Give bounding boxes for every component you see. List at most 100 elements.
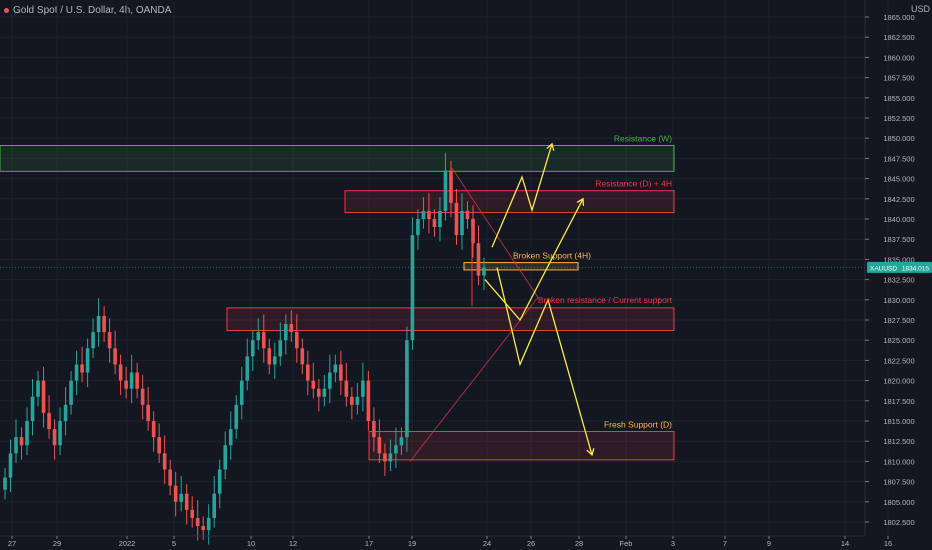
zone-3[interactable] xyxy=(226,307,675,332)
candle-body xyxy=(278,340,283,357)
candle-body xyxy=(377,437,382,454)
candle-body xyxy=(399,437,404,446)
candle-body xyxy=(41,380,46,413)
x-tick-label: 28 xyxy=(575,539,583,548)
candle-body xyxy=(482,267,486,276)
candle-body xyxy=(234,404,239,430)
candle-body xyxy=(36,380,40,397)
candle-body xyxy=(217,469,222,494)
candle-body xyxy=(272,356,277,365)
candle-body xyxy=(151,421,156,438)
candle-body xyxy=(162,453,167,470)
arrow-head-icon xyxy=(586,448,595,457)
candle-body xyxy=(311,380,316,389)
candle-body xyxy=(449,170,453,203)
candle-body xyxy=(118,364,123,381)
zone-label-3: Broken resistance / Current support xyxy=(538,295,673,305)
candle-body xyxy=(322,388,327,397)
x-tick-label: 9 xyxy=(767,539,771,548)
candle-body xyxy=(91,332,95,349)
candle-body xyxy=(113,348,117,365)
candle-body xyxy=(250,340,255,357)
candle-body xyxy=(135,372,139,389)
y-tick-label: 1847.500 xyxy=(883,154,914,163)
candle-body xyxy=(283,324,288,341)
candle-body xyxy=(146,404,150,421)
x-tick-label: 26 xyxy=(527,539,535,548)
candle-body xyxy=(372,421,376,438)
y-tick-label: 1825.000 xyxy=(883,336,914,345)
y-tick-label: 1852.500 xyxy=(883,114,914,123)
x-tick-label: 2022 xyxy=(119,539,136,548)
candle-body xyxy=(245,356,250,381)
candle-body xyxy=(96,315,101,333)
candle-body xyxy=(476,243,481,276)
candle-body xyxy=(140,388,145,405)
zone-1[interactable] xyxy=(344,190,675,214)
candle-body xyxy=(328,372,332,389)
candle-body xyxy=(267,348,272,365)
projection-path-2 xyxy=(484,198,584,322)
zone-2[interactable] xyxy=(463,262,579,271)
zone-4[interactable] xyxy=(368,431,675,461)
x-tick-label: 17 xyxy=(365,539,373,548)
x-tick-label: Feb xyxy=(620,539,633,548)
candle-body xyxy=(47,412,51,430)
trend-line-down xyxy=(451,167,539,298)
candle-body xyxy=(107,332,112,349)
candle-body xyxy=(239,380,244,405)
currency-label: USD xyxy=(910,4,930,14)
candle-body xyxy=(129,372,134,389)
zone-label-0: Resistance (W) xyxy=(614,133,672,143)
candle-body xyxy=(190,509,194,518)
candle-body xyxy=(261,332,266,349)
y-tick-label: 1862.500 xyxy=(883,33,914,42)
candle-body xyxy=(438,210,442,228)
candle-body xyxy=(80,364,84,373)
y-tick-label: 1855.000 xyxy=(883,94,914,103)
x-tick-label: 5 xyxy=(172,539,176,548)
trend-line-up xyxy=(409,297,539,462)
x-tick-label: 12 xyxy=(289,539,297,548)
candle-body xyxy=(295,332,299,349)
candle-body xyxy=(102,315,106,333)
candle-body xyxy=(201,526,206,531)
candle-body xyxy=(168,469,172,486)
price-badge xyxy=(867,261,932,273)
candle-body xyxy=(85,348,90,373)
y-tick-label: 1842.500 xyxy=(883,195,914,204)
candle-body xyxy=(366,380,371,421)
candle-body xyxy=(443,170,448,211)
x-tick-label: 29 xyxy=(53,539,61,548)
y-tick-label: 1810.000 xyxy=(883,457,914,466)
zone-label-2: Broken Support (4H) xyxy=(513,251,591,261)
x-tick-label: 3 xyxy=(671,539,675,548)
candle-body xyxy=(465,210,470,219)
candle-body xyxy=(344,380,349,397)
y-tick-label: 1857.500 xyxy=(883,74,914,83)
candle-body xyxy=(223,445,228,470)
candle-body xyxy=(410,235,415,341)
arrow-head-icon xyxy=(546,142,555,151)
candle-body xyxy=(63,404,68,421)
candle-body xyxy=(69,380,73,405)
candle-body xyxy=(157,437,161,454)
zone-0[interactable] xyxy=(0,144,675,172)
symbol-title: Gold Spot / U.S. Dollar, 4h, OANDA xyxy=(13,5,172,16)
y-tick-label: 1807.500 xyxy=(883,478,914,487)
price-badge-value: 1834.015 xyxy=(902,265,929,272)
x-tick-label: 27 xyxy=(8,539,16,548)
candle-body xyxy=(289,324,294,333)
x-tick-label: 14 xyxy=(841,539,849,548)
candle-body xyxy=(471,219,475,244)
candle-body xyxy=(427,210,431,219)
arrow-head-icon xyxy=(576,197,585,206)
y-tick-label: 1845.000 xyxy=(883,175,914,184)
y-tick-label: 1837.500 xyxy=(883,235,914,244)
candle-body xyxy=(3,477,7,490)
zone-label-1: Resistance (D) + 4H xyxy=(595,179,672,189)
candle-body xyxy=(388,453,393,462)
candle-body xyxy=(25,421,29,446)
projection-path-3 xyxy=(496,267,593,456)
